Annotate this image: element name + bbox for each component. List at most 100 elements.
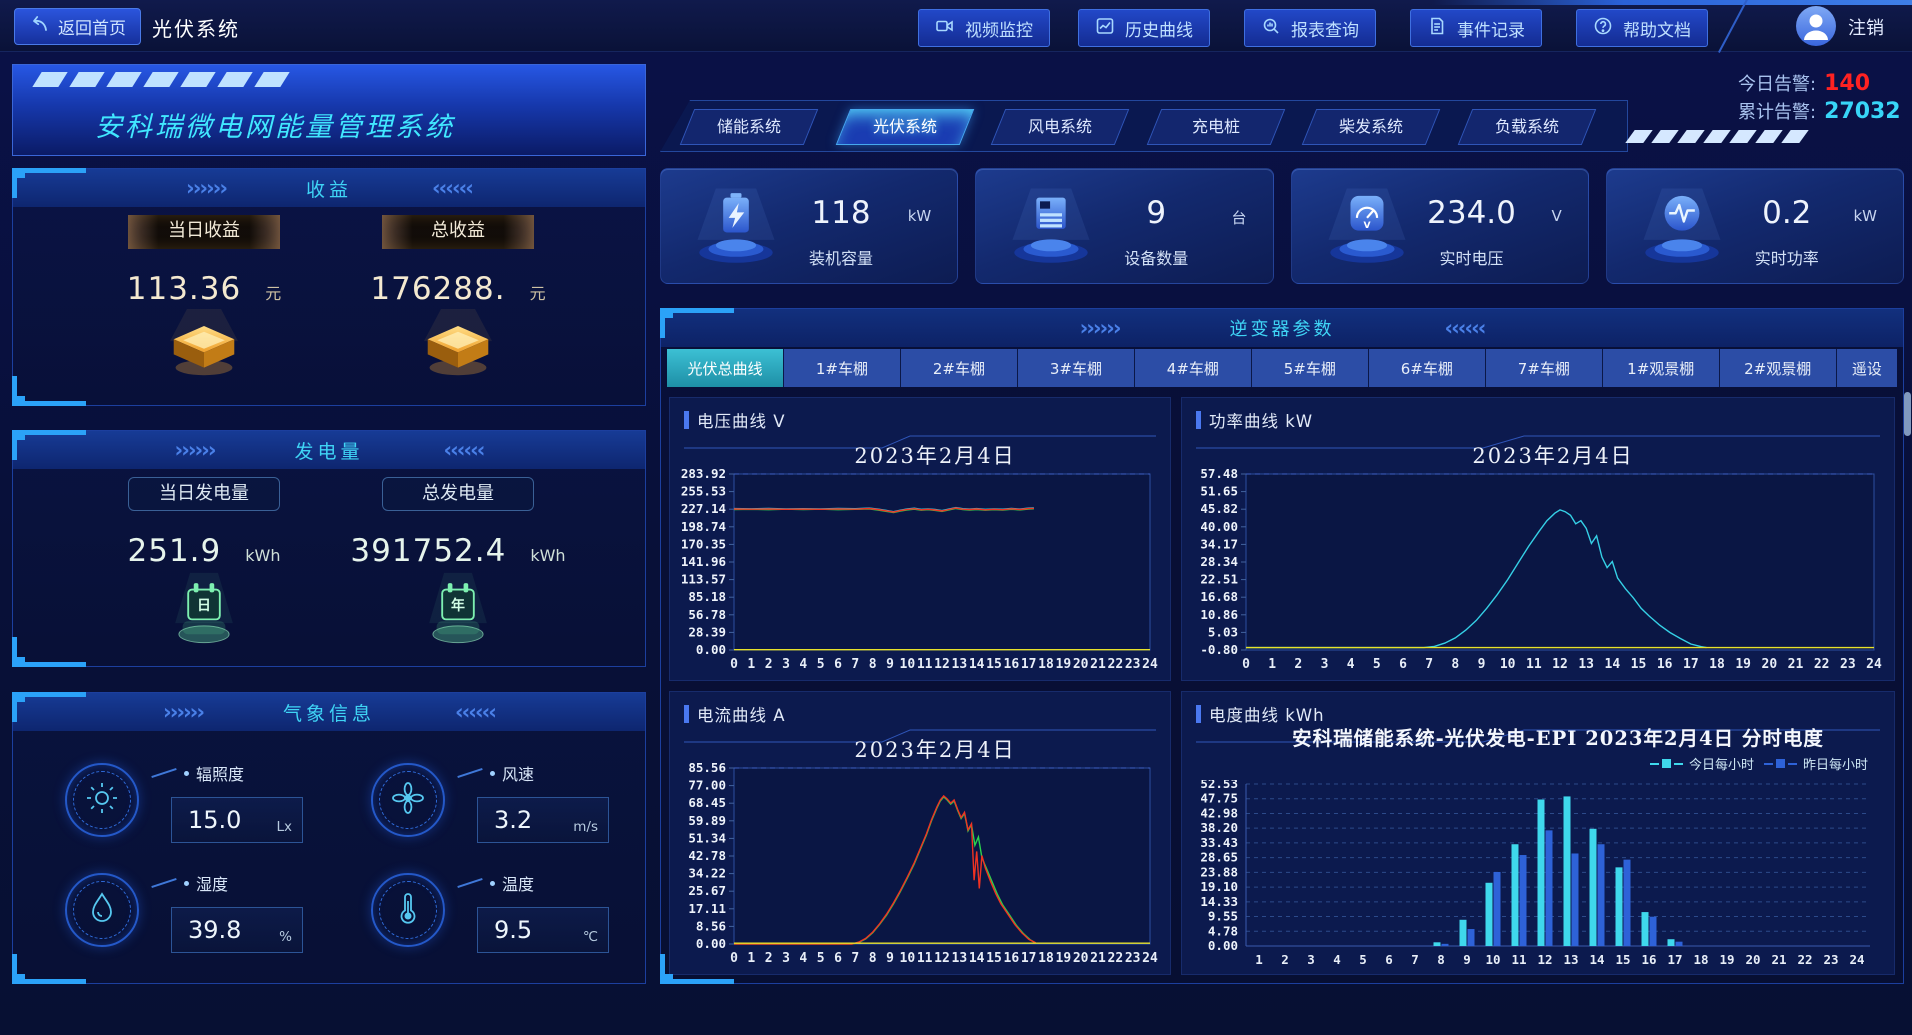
svg-text:21: 21 (1090, 657, 1106, 672)
svg-text:42.98: 42.98 (1200, 805, 1238, 820)
generation-item-1: 总发电量 391752.4 kWh 年 (333, 477, 583, 655)
inverter-tab-1[interactable]: 1#车棚 (783, 349, 901, 387)
chevrons-right-icon: ›››››› (1079, 315, 1122, 340)
inverter-panel-title: 逆变器参数 (1229, 319, 1335, 340)
nav-button-event-log[interactable]: 事件记录 (1410, 9, 1542, 47)
svg-text:141.96: 141.96 (681, 554, 726, 569)
weather-label: 风速 (502, 765, 535, 784)
weather-value-box: 15.0 Lx (171, 797, 303, 843)
voltage-gauge-icon: V (1312, 179, 1422, 279)
svg-text:0.00: 0.00 (696, 936, 726, 951)
svg-text:17: 17 (1683, 657, 1699, 672)
help-doc-icon (1593, 16, 1613, 41)
svg-text:18: 18 (1038, 951, 1054, 966)
energy-plot-area: 52.53 47.75 42.98 38.20 33.43 28.65 23.88 19.10… (1188, 776, 1886, 970)
inverter-tab-5[interactable]: 5#车棚 (1251, 349, 1369, 387)
chart-header: 电度曲线 kWh (1196, 702, 1325, 726)
svg-text:51.65: 51.65 (1200, 484, 1238, 499)
power-plot-area: 57.48 51.65 45.82 40.00 34.17 28.34 22.51 16.68… (1188, 466, 1886, 676)
back-home-button[interactable]: 返回首页 (14, 8, 141, 45)
svg-text:283.92: 283.92 (681, 468, 726, 481)
system-tab-5[interactable]: 负载系统 (1457, 109, 1596, 145)
legend-item-1[interactable]: 昨日每小时 (1763, 754, 1868, 773)
weather-item-3: 温度 9.5 ℃ (371, 869, 631, 969)
svg-text:0: 0 (1242, 657, 1250, 672)
generation-panel-title: 发电量 (294, 440, 364, 463)
weather-value: 39.8 (188, 916, 242, 944)
revenue-item-0: 当日收益 113.36 元 (79, 215, 329, 383)
nav-button-help-doc[interactable]: 帮助文档 (1576, 9, 1708, 47)
svg-text:20: 20 (1745, 952, 1760, 967)
inverter-parameters-panel: ›››››› 逆变器参数 ‹‹‹‹‹‹ 光伏总曲线 1#车棚 2#车棚 3#车棚 4#车… (660, 308, 1904, 984)
svg-text:13: 13 (952, 951, 968, 966)
revenue-panel-title: 收益 (305, 178, 352, 201)
stat-label: 实时功率 (1754, 249, 1819, 268)
system-tab-2[interactable]: 风电系统 (990, 109, 1130, 145)
svg-text:23.88: 23.88 (1200, 864, 1238, 879)
legend-swatch (1661, 759, 1671, 768)
weather-item-2: 湿度 39.8% (65, 869, 325, 969)
svg-text:10: 10 (900, 657, 916, 672)
today-alarm-label: 今日告警: (1738, 74, 1817, 95)
svg-text:255.53: 255.53 (681, 484, 726, 499)
svg-text:47.75: 47.75 (1200, 791, 1238, 806)
chart-header: 电压曲线 V (684, 408, 786, 432)
weather-unit: ℃ (582, 929, 598, 945)
svg-text:19.10: 19.10 (1200, 879, 1238, 894)
logout-button[interactable]: 注销 (1848, 18, 1884, 39)
svg-text:68.45: 68.45 (688, 795, 726, 810)
legend-dash (1649, 762, 1659, 765)
svg-text:4: 4 (799, 657, 807, 672)
nav-button-report-search[interactable]: 报表查询 (1244, 9, 1376, 47)
inverter-panel-header: ›››››› 逆变器参数 ‹‹‹‹‹‹ (661, 309, 1903, 347)
system-tab-1[interactable]: 光伏系统 (835, 109, 974, 145)
chevrons-left-icon: ‹‹‹‹‹‹ (455, 699, 497, 724)
svg-text:18: 18 (1709, 657, 1725, 672)
system-tab-label: 风电系统 (1027, 117, 1092, 136)
system-tab-3[interactable]: 充电桩 (1146, 109, 1285, 145)
nav-button-video[interactable]: 视频监控 (918, 9, 1050, 47)
inverter-tab-9[interactable]: 2#观景棚 (1719, 349, 1837, 387)
stat-unit: kW (907, 207, 932, 225)
scrollbar-thumb[interactable] (1904, 392, 1911, 436)
svg-text:4: 4 (1347, 657, 1355, 672)
inverter-tab-4[interactable]: 4#车棚 (1134, 349, 1252, 387)
person-icon (1804, 14, 1828, 40)
inverter-tab-8[interactable]: 1#观景棚 (1602, 349, 1720, 387)
current-chart-card: 电流曲线 A 2023年2月4日 85.56 77.00 68.45 59.89 51.34… (669, 691, 1171, 975)
calendar-year-icon: 年 (415, 571, 501, 655)
title-bar-decoration (684, 411, 689, 429)
inverter-tab-0[interactable]: 光伏总曲线 (667, 349, 784, 387)
weather-value-box: 3.2 m/s (477, 797, 609, 843)
user-avatar[interactable] (1796, 6, 1836, 46)
report-search-icon (1261, 16, 1281, 41)
svg-text:8.56: 8.56 (696, 918, 726, 933)
svg-text:2: 2 (765, 951, 773, 966)
legend-item-0[interactable]: 今日每小时 (1649, 754, 1754, 773)
weather-label-row: 温度 (457, 871, 534, 895)
svg-text:1: 1 (747, 951, 755, 966)
inverter-tab-3[interactable]: 3#车棚 (1017, 349, 1135, 387)
inverter-tab-2[interactable]: 2#车棚 (900, 349, 1018, 387)
svg-text:28.65: 28.65 (1200, 850, 1238, 865)
dashes-decoration (1625, 130, 1809, 143)
nav-button-history-curve[interactable]: 历史曲线 (1078, 9, 1210, 47)
legend-label: 昨日每小时 (1802, 758, 1868, 773)
inverter-tab-10[interactable]: 遥设 (1836, 349, 1897, 387)
weather-item-1: 风速 3.2 m/s (371, 759, 631, 859)
callout-line (457, 878, 483, 888)
system-tab-4[interactable]: 柴发系统 (1301, 109, 1441, 145)
svg-text:14: 14 (969, 951, 985, 966)
alarm-summary: 今日告警: 140 累计告警: 27032 (1738, 70, 1901, 126)
svg-text:1: 1 (1268, 657, 1276, 672)
inverter-tab-6[interactable]: 6#车棚 (1368, 349, 1486, 387)
system-tab-0[interactable]: 储能系统 (679, 109, 819, 145)
svg-text:0.00: 0.00 (1208, 938, 1238, 953)
svg-text:34.17: 34.17 (1200, 536, 1238, 551)
nav-button-label: 帮助文档 (1623, 20, 1691, 41)
inverter-tab-7[interactable]: 7#车棚 (1485, 349, 1603, 387)
callout-dot (490, 880, 495, 886)
stat-card-voltage-gauge: V 234.0 V 实时电压 (1290, 168, 1589, 284)
nav-button-label: 报表查询 (1291, 20, 1359, 41)
weather-item-0: 辐照度 15.0 Lx (65, 759, 325, 859)
